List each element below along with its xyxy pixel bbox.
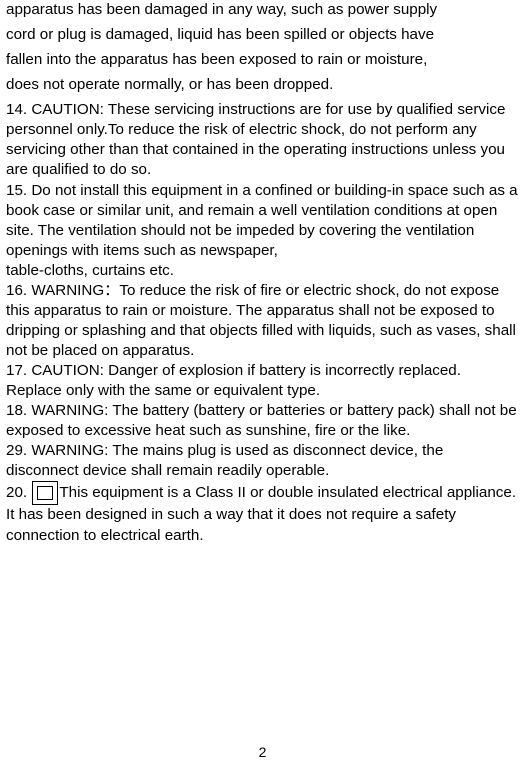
page-number: 2: [0, 744, 525, 760]
intro-line-4: does not operate normally, or has been d…: [6, 75, 519, 95]
item-20: 20. This equipment is a Class II or doub…: [6, 481, 519, 545]
intro-line-3: fallen into the apparatus has been expos…: [6, 50, 519, 70]
item-18: 18. WARNING: The battery (battery or bat…: [6, 401, 519, 441]
item-20-prefix: 20.: [6, 484, 31, 501]
intro-line-1: apparatus has been damaged in any way, s…: [6, 0, 519, 20]
item-20-text: This equipment is a Class II or double i…: [6, 484, 516, 543]
document-body: apparatus has been damaged in any way, s…: [6, 0, 519, 546]
class-ii-icon: [32, 481, 58, 505]
item-16: 16. WARNING：To reduce the risk of fire o…: [6, 281, 519, 361]
item-17: 17. CAUTION: Danger of explosion if batt…: [6, 361, 519, 401]
item-14: 14. CAUTION: These servicing instruction…: [6, 100, 519, 180]
item-15-b: table-cloths, curtains etc.: [6, 261, 519, 281]
intro-line-2: cord or plug is damaged, liquid has been…: [6, 25, 519, 45]
item-15-a: 15. Do not install this equipment in a c…: [6, 181, 519, 261]
item-29: 29. WARNING: The mains plug is used as d…: [6, 441, 519, 481]
